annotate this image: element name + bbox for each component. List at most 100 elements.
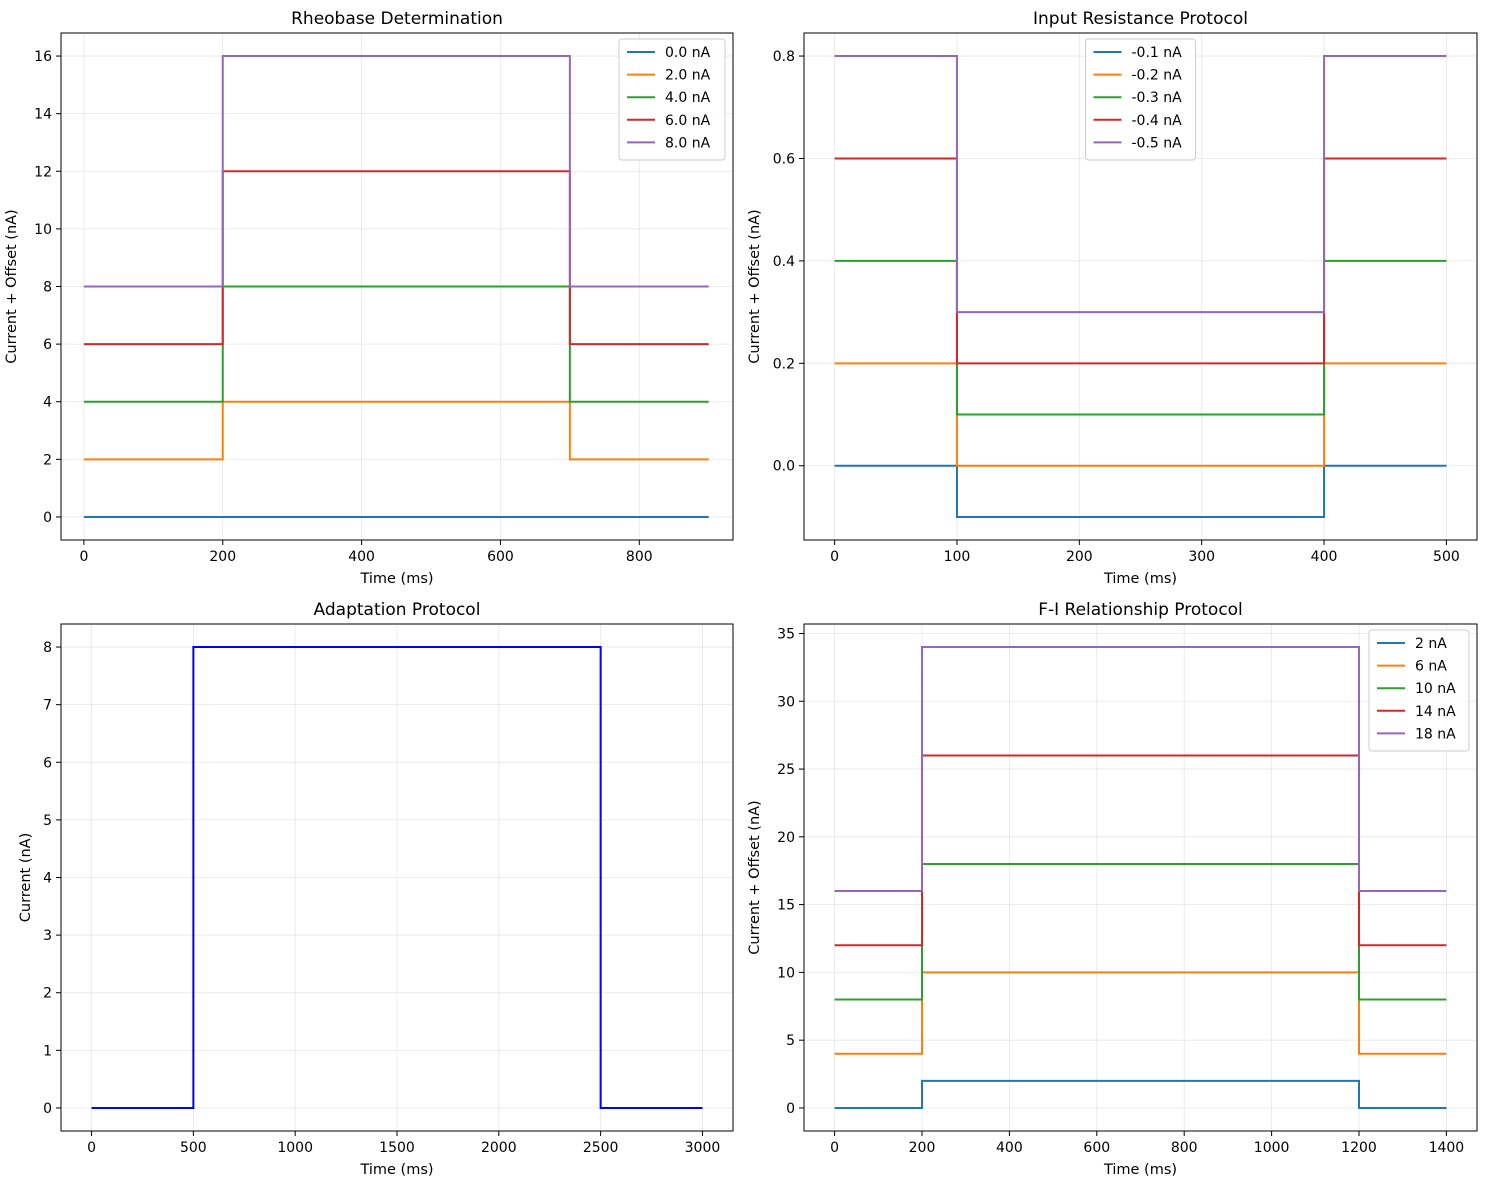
y-tick-label: 5: [43, 813, 52, 829]
y-tick-label: 8: [43, 640, 52, 656]
legend: -0.1 nA -0.2 nA -0.3 nA -0.4 nA -0.5 nA: [1085, 38, 1196, 161]
x-axis-label: Time (ms): [1103, 571, 1177, 587]
series-line-3: [834, 259, 1447, 416]
y-tick-label: 30: [777, 694, 795, 710]
y-tick-label: 8: [43, 280, 52, 296]
series-line-1: [91, 646, 703, 1109]
legend-label-2: -0.2 nA: [1132, 68, 1183, 84]
series-line-5: [834, 646, 1447, 893]
y-axis-label: Current + Offset (nA): [747, 800, 763, 954]
series-line-3: [83, 285, 709, 403]
legend-label-1: 2 nA: [1415, 636, 1447, 652]
chart-title: F-I Relationship Protocol: [1038, 600, 1243, 620]
legend-label-3: 4.0 nA: [665, 90, 711, 106]
y-tick-label: 0: [43, 510, 52, 526]
y-tick-label: 5: [786, 1033, 795, 1049]
y-tick-label: 10: [34, 222, 52, 238]
series-line-2: [834, 971, 1447, 1055]
y-tick-label: 35: [777, 626, 795, 642]
x-tick-label: 1400: [1429, 1140, 1465, 1156]
legend-label-3: -0.3 nA: [1132, 90, 1183, 106]
x-tick-label: 1200: [1341, 1140, 1377, 1156]
legend-box: [1368, 629, 1470, 752]
y-tick-label: 12: [34, 164, 52, 180]
y-tick-label: 3: [43, 928, 52, 944]
x-tick-label: 100: [944, 549, 971, 565]
y-tick-label: 10: [777, 965, 795, 981]
series-line-3: [834, 862, 1447, 1001]
x-tick-label: 800: [626, 549, 653, 565]
y-tick-label: 6: [43, 755, 52, 771]
y-axis-label: Current (nA): [18, 833, 34, 923]
chart-panel-2: 0 100 200 300 400 500 0.0 0.2 0.4 0.6 0.8 Input Res…: [747, 9, 1478, 587]
x-tick-label: 600: [1083, 1140, 1110, 1156]
axes-frame: [803, 623, 1478, 1132]
legend-label-3: 10 nA: [1415, 681, 1456, 697]
y-tick-label: 0.8: [773, 49, 795, 65]
legend-label-5: -0.5 nA: [1132, 135, 1183, 151]
legend-label-4: 6.0 nA: [665, 113, 711, 129]
x-tick-label: 200: [209, 549, 236, 565]
y-tick-label: 20: [777, 830, 795, 846]
x-tick-label: 400: [1311, 549, 1338, 565]
x-tick-label: 1000: [1254, 1140, 1290, 1156]
x-tick-label: 400: [996, 1140, 1023, 1156]
legend-box: [618, 38, 726, 161]
x-tick-label: 0: [79, 549, 88, 565]
legend-label-4: 14 nA: [1415, 704, 1456, 720]
y-tick-label: 0.4: [773, 254, 795, 270]
x-tick-label: 1500: [379, 1140, 415, 1156]
legend-label-2: 2.0 nA: [665, 68, 711, 84]
y-tick-label: 0.2: [773, 356, 795, 372]
y-tick-label: 14: [34, 107, 52, 123]
x-tick-label: 200: [909, 1140, 936, 1156]
legend: 0.0 nA 2.0 nA 4.0 nA 6.0 nA 8.0 nA: [618, 38, 726, 161]
y-tick-label: 6: [43, 337, 52, 353]
legend-label-1: 0.0 nA: [665, 45, 711, 61]
y-tick-label: 15: [777, 898, 795, 914]
y-tick-label: 0.6: [773, 151, 795, 167]
y-tick-label: 0: [43, 1101, 52, 1117]
y-tick-label: 25: [777, 762, 795, 778]
y-tick-label: 0.0: [773, 459, 795, 475]
x-axis-label: Time (ms): [359, 1162, 433, 1178]
axes-frame: [803, 32, 1478, 541]
series-line-2: [83, 400, 709, 461]
chart-title: Rheobase Determination: [291, 9, 503, 29]
x-tick-label: 500: [180, 1140, 207, 1156]
y-tick-label: 7: [43, 698, 52, 714]
legend-label-1: -0.1 nA: [1132, 45, 1183, 61]
series-line-2: [834, 362, 1447, 467]
x-tick-label: 3000: [685, 1140, 721, 1156]
x-tick-label: 0: [830, 549, 839, 565]
chart-panel-4: 0 200 400 600 800 1000 1200 1400 0 5 10 15 20 25 30 35 F…: [747, 600, 1478, 1178]
legend-box: [1085, 38, 1196, 161]
x-tick-label: 300: [1188, 549, 1215, 565]
series-line-1: [834, 1079, 1447, 1109]
y-tick-label: 16: [34, 49, 52, 65]
chart-panel-3: 0 500 1000 1500 2000 2500 3000 0 1 2 3 4 5 6 7 8 Adaptat…: [18, 600, 734, 1178]
x-tick-label: 600: [487, 549, 514, 565]
legend: 2 nA 6 nA 10 nA 14 nA 18 nA: [1368, 629, 1470, 752]
chart-title: Input Resistance Protocol: [1033, 9, 1248, 29]
x-tick-label: 800: [1171, 1140, 1198, 1156]
series-line-5: [83, 55, 709, 288]
x-axis-label: Time (ms): [1103, 1162, 1177, 1178]
x-tick-label: 1000: [277, 1140, 313, 1156]
legend-label-5: 18 nA: [1415, 726, 1456, 742]
y-tick-label: 4: [43, 871, 52, 887]
series-line-1: [834, 464, 1447, 518]
legend-label-5: 8.0 nA: [665, 135, 711, 151]
x-tick-label: 400: [348, 549, 375, 565]
series-line-4: [834, 157, 1447, 365]
x-tick-label: 0: [87, 1140, 96, 1156]
y-tick-label: 1: [43, 1043, 52, 1059]
legend-label-4: -0.4 nA: [1132, 113, 1183, 129]
x-tick-label: 200: [1066, 549, 1093, 565]
x-tick-label: 0: [830, 1140, 839, 1156]
y-tick-label: 4: [43, 395, 52, 411]
x-axis-label: Time (ms): [359, 571, 433, 587]
y-tick-label: 2: [43, 452, 52, 468]
chart-panel-1: 0 200 400 600 800 0 2 4 6 8 10 12 14 16 Rheobase Deter…: [4, 9, 734, 587]
